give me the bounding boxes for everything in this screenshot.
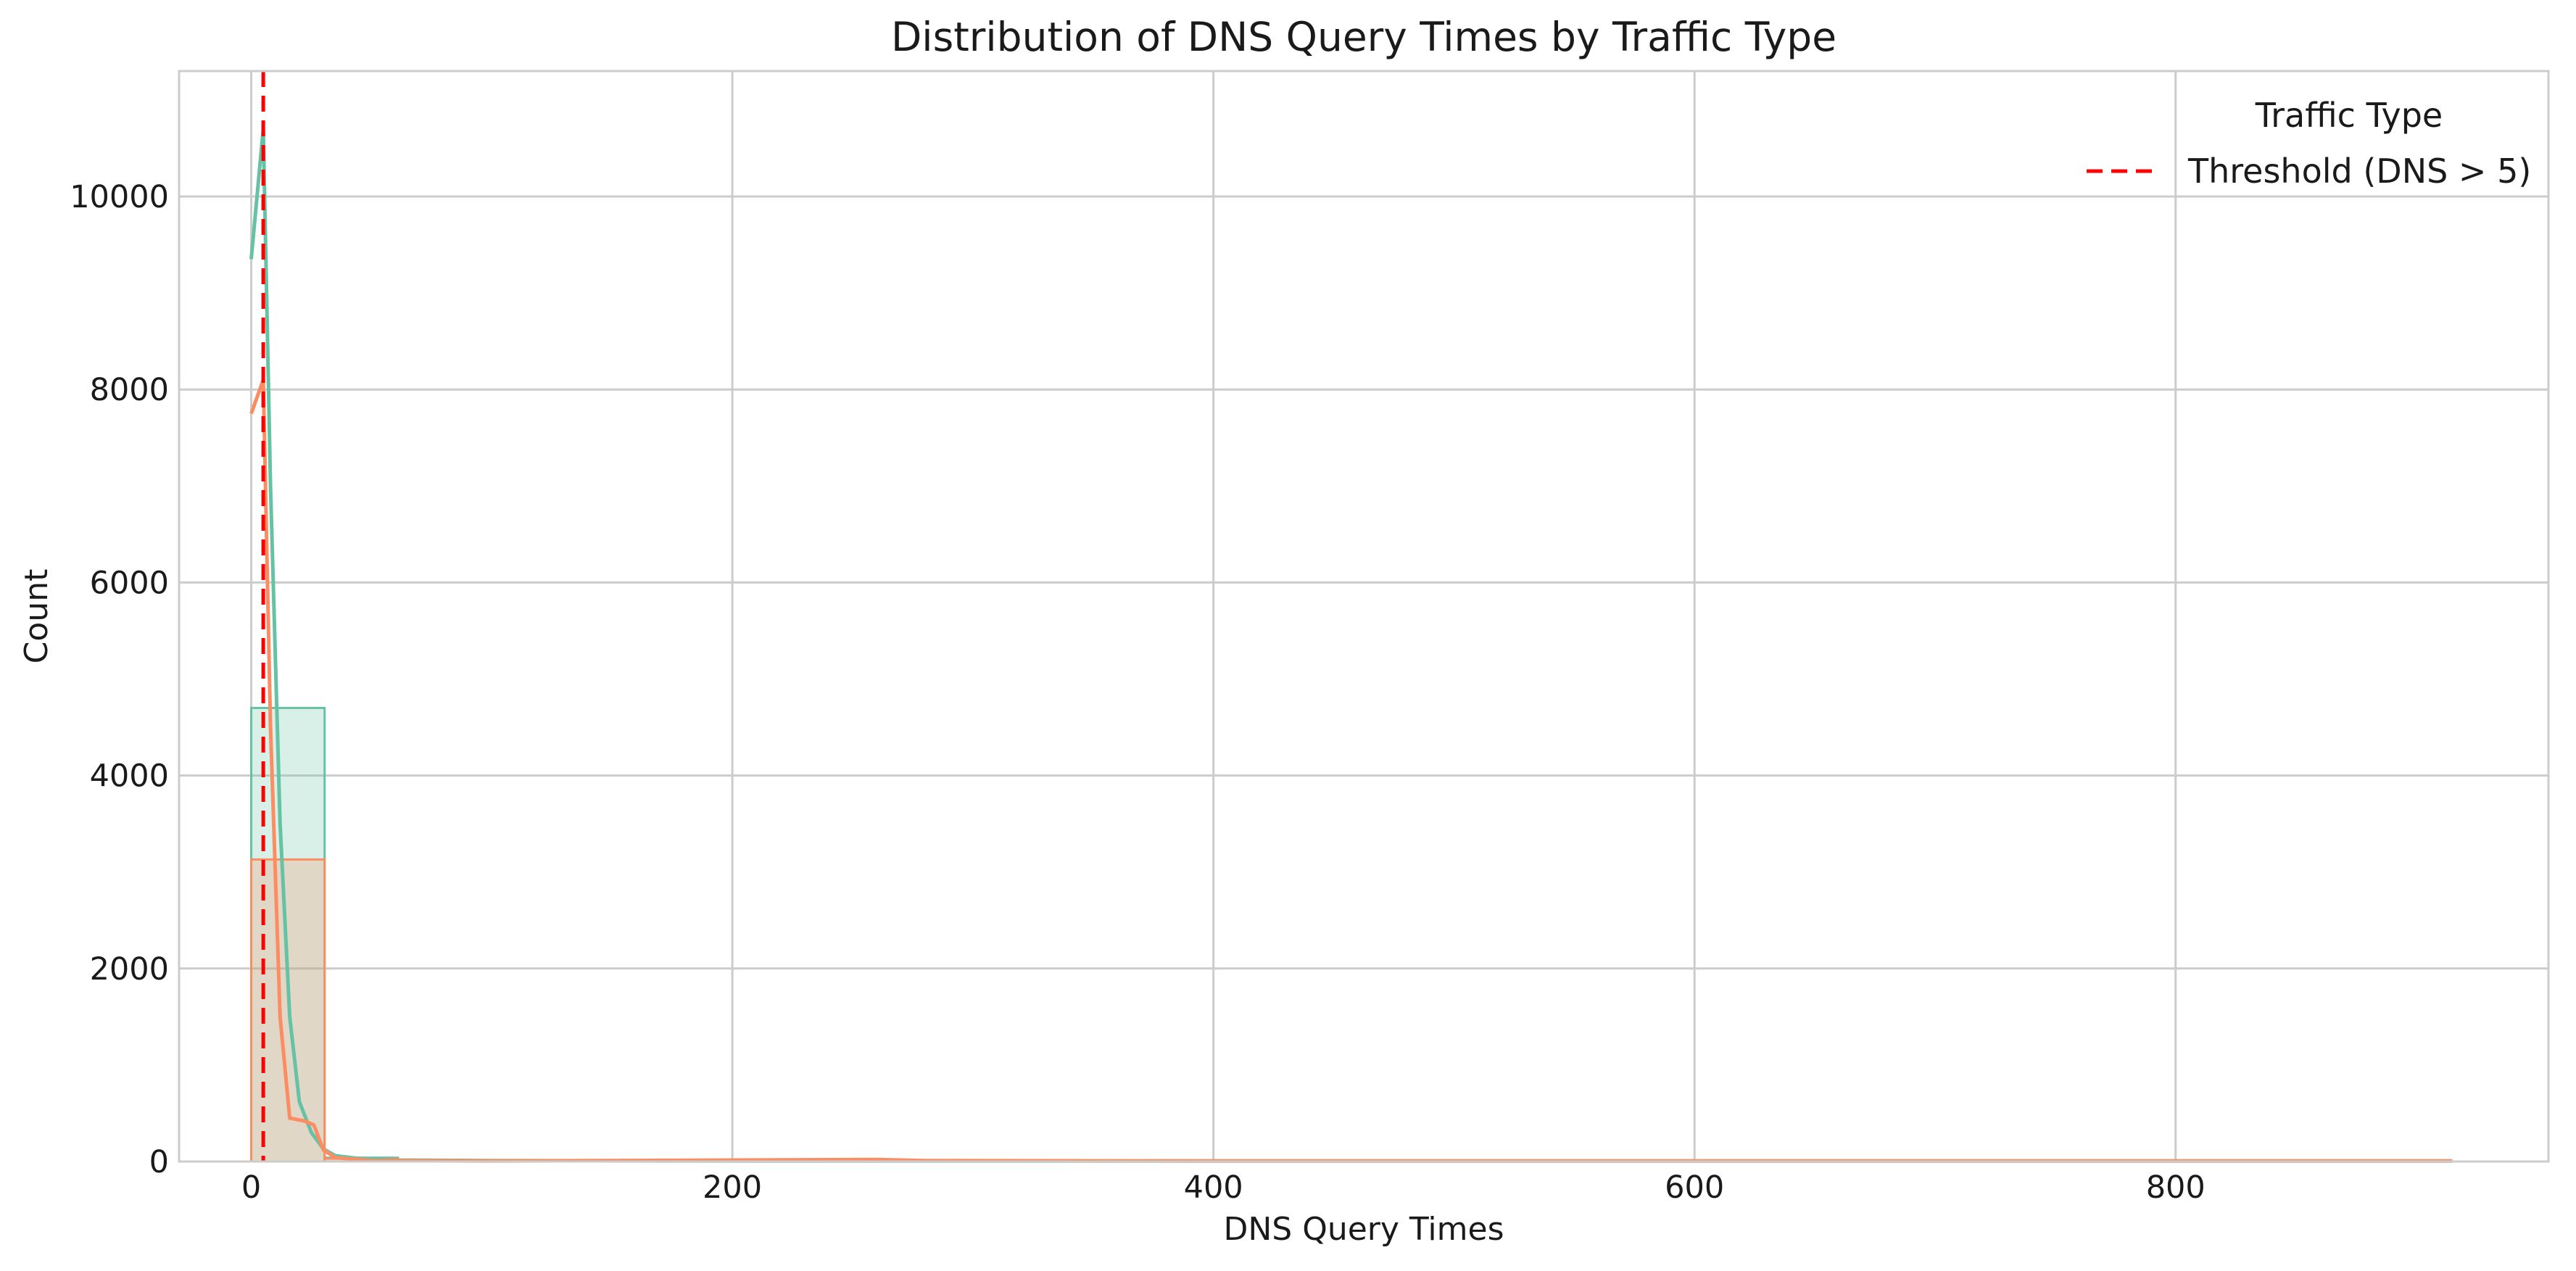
chart-title: Distribution of DNS Query Times by Traff…: [891, 14, 1836, 60]
plot-frame: [178, 70, 2550, 1163]
x-tick-label: 800: [2146, 1169, 2206, 1206]
y-tick-label: 8000: [90, 372, 169, 408]
y-tick-label: 0: [149, 1144, 169, 1180]
x-tick-label: 200: [703, 1169, 762, 1206]
x-tick-label: 600: [1665, 1169, 1724, 1206]
x-axis-label: DNS Query Times: [1223, 1211, 1504, 1248]
legend: Traffic Type Threshold (DNS > 5): [2087, 96, 2531, 191]
y-tick-label: 6000: [90, 565, 169, 601]
y-tick-label: 10000: [70, 179, 169, 215]
x-tick-label: 400: [1184, 1169, 1243, 1206]
legend-threshold-label: Threshold (DNS > 5): [2187, 152, 2531, 191]
grid-lines: [179, 71, 2548, 1163]
y-tick-label: 2000: [90, 951, 169, 988]
y-tick-label: 4000: [90, 758, 169, 795]
y-axis-ticks: 0 2000 4000 6000 8000 10000: [70, 179, 169, 1180]
x-axis-ticks: 0 200 400 600 800: [241, 1169, 2206, 1206]
y-axis-label: Count: [18, 569, 55, 664]
x-tick-label: 0: [241, 1169, 261, 1206]
legend-title: Traffic Type: [2255, 96, 2443, 135]
